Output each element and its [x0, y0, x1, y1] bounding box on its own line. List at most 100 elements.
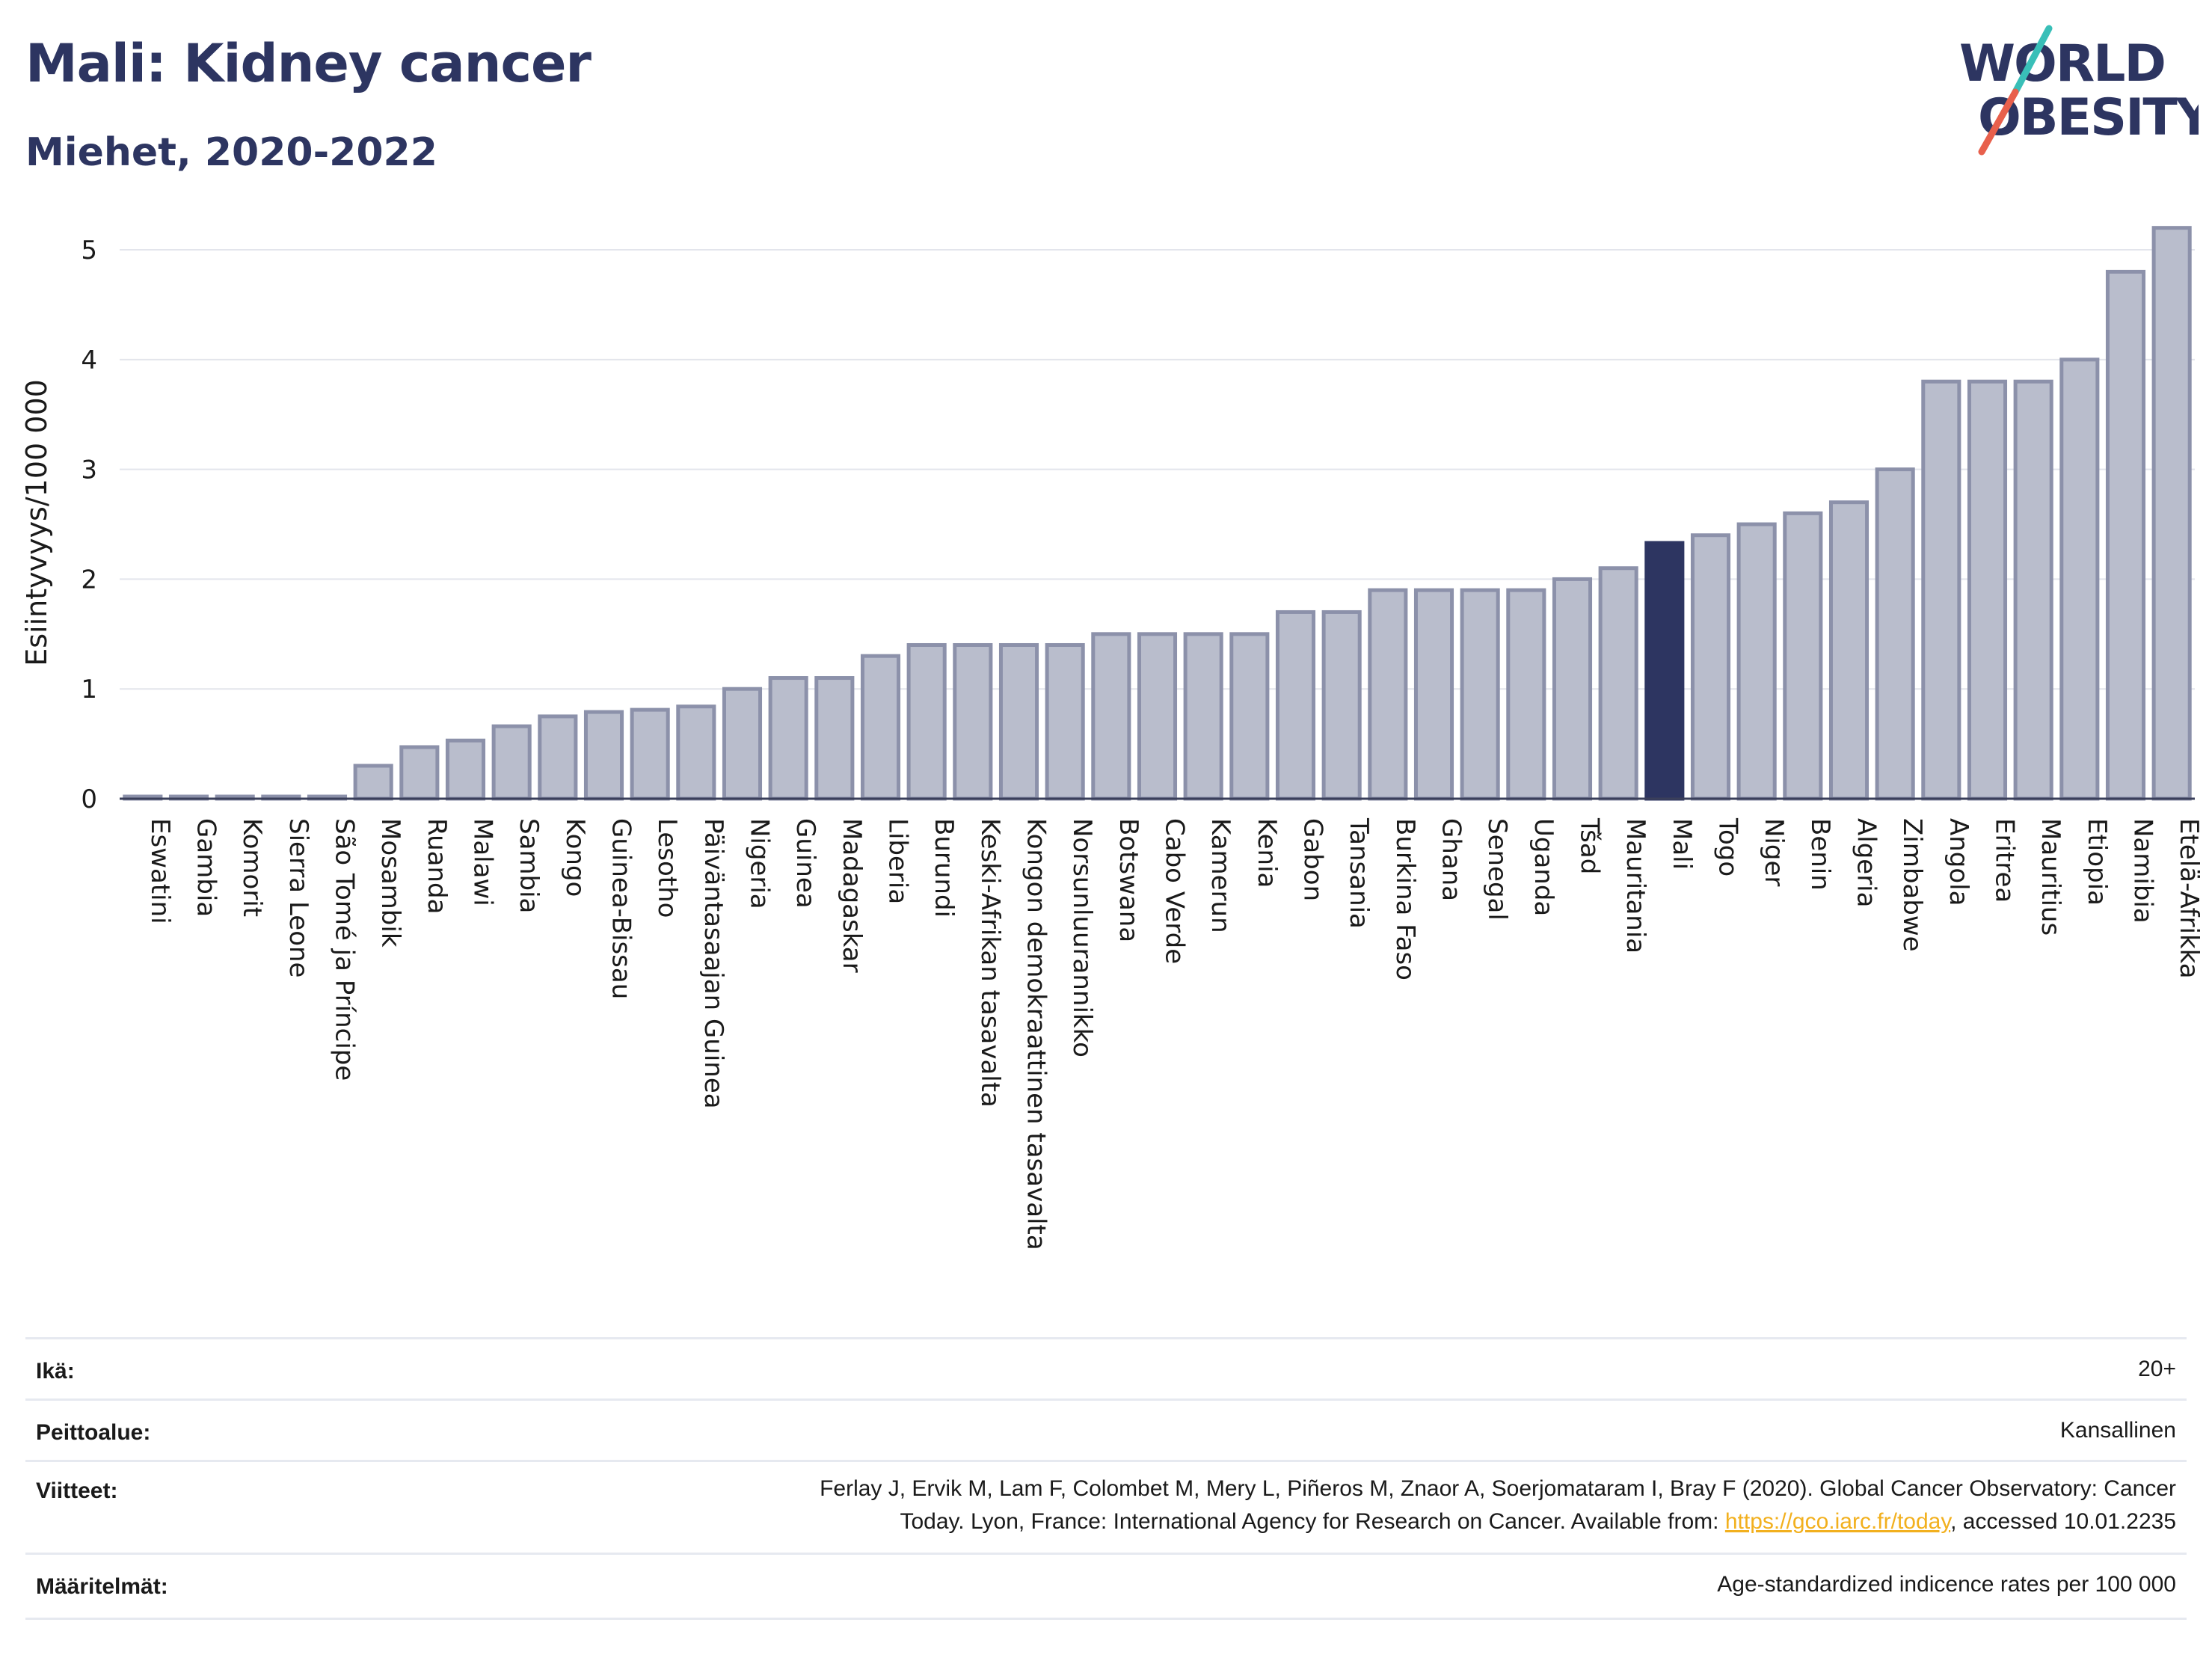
x-tick-label: Mosambik: [375, 818, 405, 948]
x-tick-label: Senegal: [1482, 818, 1512, 921]
bar-nigeria: [722, 687, 763, 801]
y-ticks: 0 1 2 3 4 5: [81, 236, 97, 814]
x-tick-label: Ruanda: [422, 818, 452, 914]
bar-ruanda: [399, 745, 440, 801]
bar-mauritania: [1598, 566, 1638, 801]
bar-kenia: [1229, 632, 1270, 801]
meta-label-definitions: Määritelmät:: [36, 1574, 168, 1599]
x-tick-label: São Tomé ja Príncipe: [330, 818, 360, 1081]
bars: [123, 226, 2192, 801]
chart-subtitle: Miehet, 2020-2022: [25, 130, 437, 175]
x-tick-label: Sambia: [514, 818, 544, 913]
logo-slash-teal: [2012, 25, 2053, 96]
x-tick-label: Burundi: [929, 818, 959, 918]
bar-uganda: [1506, 588, 1546, 801]
x-tick-label: Eritrea: [1990, 818, 2020, 903]
world-obesity-logo: WORLD OBESITY: [1959, 25, 2199, 156]
x-tick-label: Niger: [1759, 818, 1789, 886]
x-tick-label: Komorit: [237, 818, 267, 917]
x-tick-label: Päiväntasaajan Guinea: [698, 818, 728, 1109]
chart-title: Mali: Kidney cancer: [25, 33, 592, 94]
bar-mosambik: [353, 764, 393, 801]
bar-lesotho: [630, 707, 670, 801]
bar-madagaskar: [814, 676, 855, 801]
bar-mali: [1644, 541, 1685, 801]
x-tick-label: Etelä-Afrikka: [2174, 818, 2204, 979]
meta-row-coverage: Peittoalue: Kansallinen: [25, 1398, 2187, 1462]
reference-line-2: Today. Lyon, France: International Agenc…: [456, 1505, 2176, 1538]
bar-tšad: [1552, 577, 1593, 801]
x-tick-label: Sierra Leone: [283, 818, 313, 977]
bar-benin: [1783, 511, 1823, 801]
y-tick-label: 0: [81, 784, 97, 814]
y-tick-label: 4: [81, 346, 97, 375]
bar-norsunluurannikko: [1045, 642, 1085, 801]
bar-togo: [1690, 533, 1731, 801]
bar-liberia: [860, 654, 901, 801]
x-tick-label: Burkina Faso: [1390, 818, 1420, 980]
x-tick-label: Tšad: [1575, 817, 1605, 874]
x-tick-label: Kongo: [560, 818, 590, 897]
meta-row-references: Viitteet: Ferlay J, Ervik M, Lam F, Colo…: [25, 1460, 2187, 1555]
x-tick-label: Madagaskar: [837, 818, 867, 973]
bar-kongon-demokraattinen-tasavalta: [998, 642, 1039, 801]
y-tick-label: 5: [81, 236, 97, 265]
bar-burkina-faso: [1368, 588, 1408, 801]
meta-row-definitions: Määritelmät: Age-standardized indicence …: [25, 1553, 2187, 1620]
y-tick-label: 2: [81, 565, 97, 595]
x-tick-label: Namibia: [2128, 818, 2158, 924]
meta-label-coverage: Peittoalue:: [36, 1420, 151, 1445]
bar-gabon: [1275, 610, 1316, 801]
x-tick-label: Kamerun: [1205, 818, 1235, 933]
bar-mauritius: [2013, 379, 2053, 801]
bar-burundi: [906, 642, 947, 801]
x-tick-label: Guinea: [790, 818, 820, 909]
logo-word-world: WORLD: [1959, 34, 2165, 93]
bar-zimbabwe: [1875, 467, 1915, 801]
bar-chart: 0 1 2 3 4 5 Eswatini Gambia Komorit Sierra Leone…: [20, 226, 2204, 1250]
bar-sambia: [491, 724, 532, 801]
x-tick-label: Algeria: [1852, 818, 1881, 907]
x-tick-label: Tansania: [1344, 817, 1374, 929]
bar-namibia: [2105, 269, 2146, 801]
x-tick-label: Etiopia: [2082, 818, 2112, 906]
x-tick-label: Mauritania: [1620, 818, 1650, 954]
x-tick-label: Uganda: [1529, 818, 1558, 916]
x-tick-label: Kongon demokraattinen tasavalta: [1021, 818, 1051, 1250]
y-axis-label: Esiintyvyys/100 000: [20, 379, 53, 666]
meta-value-coverage: Kansallinen: [2059, 1418, 2176, 1443]
x-tick-label: Mali: [1667, 818, 1697, 870]
x-tick-label: Gambia: [191, 818, 221, 917]
meta-value-references: Ferlay J, Ervik M, Lam F, Colombet M, Me…: [456, 1473, 2176, 1538]
reference-line-1: Ferlay J, Ervik M, Lam F, Colombet M, Me…: [820, 1476, 2176, 1501]
bar-algeria: [1828, 500, 1870, 801]
meta-row-age: Ikä: 20+: [25, 1337, 2187, 1401]
x-tick-label: Angola: [1944, 818, 1973, 906]
meta-label-age: Ikä:: [36, 1359, 75, 1384]
reference-link[interactable]: https://gco.iarc.fr/today: [1724, 1509, 1951, 1534]
logo-slash-coral: [1978, 88, 2019, 156]
x-tick-label: Malawi: [468, 818, 498, 906]
x-tick-label: Mauritius: [2036, 818, 2065, 936]
meta-value-definitions: Age-standardized indicence rates per 100…: [1717, 1572, 2176, 1597]
reference-line-2-text: Today. Lyon, France: International Agenc…: [900, 1509, 1725, 1534]
x-tick-label: Zimbabwe: [1897, 818, 1927, 952]
bar-guinea: [768, 676, 808, 801]
x-tick-label: Norsunluurannikko: [1067, 818, 1097, 1057]
meta-value-age: 20+: [2138, 1357, 2176, 1381]
bar-keski-afrikan-tasavalta: [953, 642, 993, 801]
x-tick-labels: Eswatini Gambia Komorit Sierra Leone São Tom…: [145, 817, 2204, 1250]
y-tick-label: 1: [81, 675, 97, 704]
bar-ghana: [1413, 588, 1454, 801]
x-tick-label: Eswatini: [145, 818, 175, 924]
reference-accessed: , accessed 10.01.2235: [1950, 1509, 2176, 1534]
x-tick-label: Ghana: [1437, 818, 1466, 901]
bar-niger: [1736, 522, 1777, 801]
x-tick-label: Kenia: [1252, 818, 1282, 888]
meta-label-references: Viitteet:: [36, 1479, 118, 1503]
x-tick-label: Cabo Verde: [1160, 818, 1190, 964]
bar-etiopia: [2059, 357, 2100, 801]
bar-kamerun: [1183, 632, 1223, 801]
y-tick-label: 3: [81, 455, 97, 485]
bar-tansania: [1321, 610, 1362, 801]
